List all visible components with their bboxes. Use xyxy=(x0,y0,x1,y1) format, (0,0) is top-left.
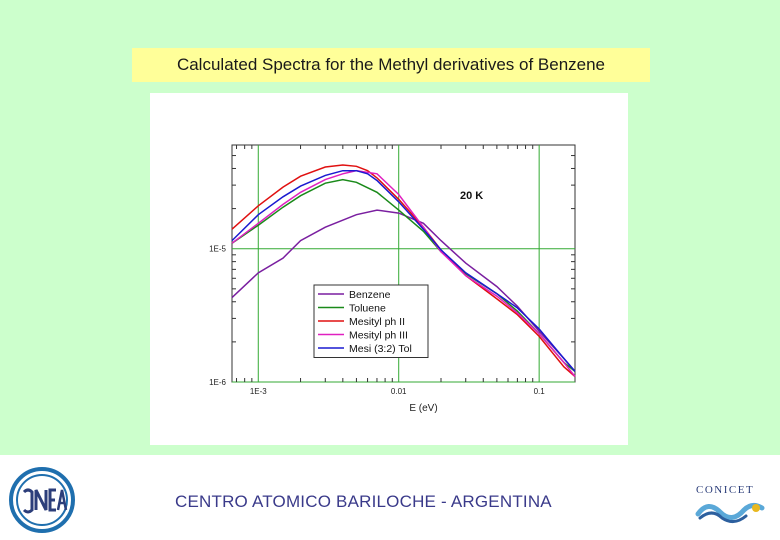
legend-label: Mesityl ph II xyxy=(349,316,405,328)
slide-footer-band xyxy=(0,455,780,540)
series-line-mesityl-ph-iii xyxy=(231,169,576,377)
y-tick-label: 1E-6 xyxy=(209,378,226,387)
y-tick-label: 1E-5 xyxy=(209,245,226,254)
legend-label: Mesi (3:2) Tol xyxy=(349,343,412,355)
slide-title: Calculated Spectra for the Methyl deriva… xyxy=(132,48,650,82)
conicet-logo xyxy=(695,502,765,523)
series-line-toluene xyxy=(231,178,576,372)
series-line-mesityl-ph-ii xyxy=(231,164,576,378)
chart-panel: 1E-3 0.01 0.1 1E-6 1E-5 E (eV) 20 K Benzene Tolu… xyxy=(150,93,628,445)
conicet-logo-text: CONICET xyxy=(696,484,755,496)
legend-label: Benzene xyxy=(349,289,391,301)
series-line-mesi-3-2-tol xyxy=(231,169,576,372)
x-tick-label: 0.1 xyxy=(534,387,546,396)
footer-institution: CENTRO ATOMICO BARILOCHE - ARGENTINA xyxy=(175,492,552,511)
cnea-logo xyxy=(9,467,75,533)
temperature-annotation: 20 K xyxy=(460,190,483,202)
spectra-chart: 1E-3 0.01 0.1 1E-6 1E-5 E (eV) 20 K Benzene Tolu… xyxy=(209,144,576,414)
legend-label: Mesityl ph III xyxy=(349,330,408,342)
x-axis-label: E (eV) xyxy=(409,403,437,414)
x-tick-label: 1E-3 xyxy=(250,387,267,396)
x-tick-label: 0.01 xyxy=(391,387,407,396)
legend-label: Toluene xyxy=(349,303,386,315)
